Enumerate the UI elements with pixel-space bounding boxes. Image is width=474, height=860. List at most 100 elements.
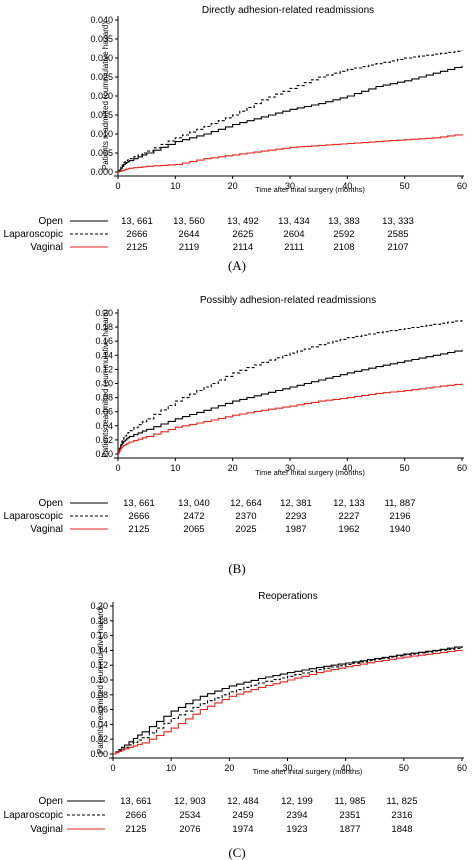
x-tick-label: 50: [400, 463, 410, 473]
x-tick-label: 40: [342, 463, 352, 473]
risk-count: 1974: [232, 824, 253, 835]
risk-count: 2585: [387, 229, 408, 240]
risk-count: 13, 040: [178, 498, 210, 509]
risk-count: 2111: [284, 242, 304, 253]
x-tick-label: 60: [457, 763, 467, 773]
risk-group-label: Laparoscopic: [4, 810, 63, 821]
x-axis-label: Time after inital surgery (months): [255, 468, 365, 477]
panel-label: (A): [228, 258, 246, 273]
risk-count: 13, 383: [328, 216, 360, 227]
series-line-laparoscopic: [113, 647, 463, 755]
risk-count: 2125: [126, 242, 147, 253]
x-tick-label: 30: [282, 763, 292, 773]
x-tick-label: 50: [400, 181, 410, 191]
chart-panel: Reoperations 0.00 0.02 0.04 0.06 0.08 0.10 0.12…: [4, 591, 467, 860]
x-tick-label: 60: [457, 181, 467, 191]
y-tick-label: 0.06: [95, 407, 113, 417]
y-tick-label: 0.040: [90, 15, 113, 25]
y-tick-label: 0.04: [95, 421, 113, 431]
risk-group-label: Open: [39, 796, 63, 807]
risk-count: 12, 484: [227, 796, 259, 807]
panel-label: (B): [228, 561, 245, 576]
risk-count: 2119: [179, 242, 199, 253]
risk-count: 2351: [339, 810, 360, 821]
risk-count: 13, 560: [173, 216, 205, 227]
risk-count: 12, 381: [280, 498, 312, 509]
series-line-open: [118, 65, 463, 173]
risk-count: 2644: [178, 229, 199, 240]
chart-title: Possibly adhesion-related readmissions: [200, 295, 376, 306]
x-tick-label: 0: [110, 763, 115, 773]
y-tick-label: 0.030: [90, 53, 113, 63]
y-tick-label: 0.00: [90, 749, 108, 759]
x-tick-label: 0: [115, 463, 120, 473]
risk-group-label: Vaginal: [30, 824, 63, 835]
risk-count: 2125: [128, 524, 149, 535]
risk-count: 2459: [232, 810, 253, 821]
risk-count: 11, 985: [335, 796, 366, 807]
y-tick-label: 0.16: [90, 631, 108, 641]
risk-count: 2114: [233, 242, 253, 253]
risk-count: 13, 661: [121, 216, 153, 227]
y-tick-label: 0.20: [95, 308, 113, 318]
series-line-laparoscopic: [118, 320, 463, 455]
risk-count: 2025: [235, 524, 256, 535]
risk-count: 13, 661: [120, 796, 152, 807]
risk-count: 2394: [286, 810, 307, 821]
x-tick-label: 10: [166, 763, 176, 773]
y-tick-label: 0.12: [95, 364, 113, 374]
risk-count: 2293: [285, 511, 306, 522]
risk-count: 1848: [391, 824, 412, 835]
x-axis-label: Time after inital surgery (months): [253, 767, 363, 776]
risk-count: 2227: [338, 511, 359, 522]
risk-group-label: Open: [39, 216, 63, 227]
x-tick-label: 10: [170, 463, 180, 473]
y-tick-label: 0.035: [90, 34, 113, 44]
panel-label: (C): [228, 845, 245, 860]
risk-group-label: Vaginal: [30, 524, 63, 535]
risk-count: 13, 661: [123, 498, 155, 509]
risk-count: 1923: [286, 824, 307, 835]
y-tick-label: 0.005: [90, 148, 113, 158]
risk-group-label: Laparoscopic: [4, 511, 63, 522]
y-tick-label: 0.06: [90, 705, 108, 715]
y-tick-label: 0.14: [95, 350, 113, 360]
risk-count: 1987: [285, 524, 306, 535]
risk-count: 2534: [179, 810, 200, 821]
risk-count: 2316: [391, 810, 412, 821]
chart-panel: Possibly adhesion-related readmissions 0.…: [4, 295, 467, 576]
y-tick-label: 0.08: [90, 690, 108, 700]
risk-count: 2592: [333, 229, 354, 240]
y-tick-label: 0.04: [90, 719, 108, 729]
x-tick-label: 20: [228, 463, 238, 473]
risk-count: 2472: [183, 511, 204, 522]
y-tick-label: 0.015: [90, 110, 113, 120]
risk-count: 2666: [126, 229, 147, 240]
risk-count: 2370: [235, 511, 256, 522]
risk-count: 12, 664: [230, 498, 262, 509]
risk-count: 2065: [183, 524, 204, 535]
risk-count: 12, 903: [174, 796, 206, 807]
risk-count: 2107: [387, 242, 408, 253]
y-axis-label: Patients readmitted (cummulative hazard): [96, 606, 105, 754]
risk-count: 2108: [333, 242, 354, 253]
y-tick-label: 0.00: [95, 449, 113, 459]
x-tick-label: 10: [170, 181, 180, 191]
chart-title: Reoperations: [258, 591, 317, 602]
x-tick-label: 20: [224, 763, 234, 773]
y-tick-label: 0.18: [90, 616, 108, 626]
y-axis-label: Patients readmitted (cummulative hazard): [101, 22, 110, 170]
y-tick-label: 0.000: [90, 167, 113, 177]
risk-count: 1877: [339, 824, 360, 835]
series-line-open: [118, 349, 463, 455]
risk-count: 13, 492: [227, 216, 259, 227]
x-tick-label: 50: [399, 763, 409, 773]
y-tick-label: 0.02: [90, 734, 108, 744]
risk-count: 12, 199: [281, 796, 313, 807]
y-tick-label: 0.02: [95, 435, 113, 445]
x-tick-label: 30: [285, 181, 295, 191]
x-axis-label: Time after inital surgery (months): [255, 185, 365, 194]
risk-count: 2666: [128, 511, 149, 522]
x-tick-label: 40: [341, 763, 351, 773]
